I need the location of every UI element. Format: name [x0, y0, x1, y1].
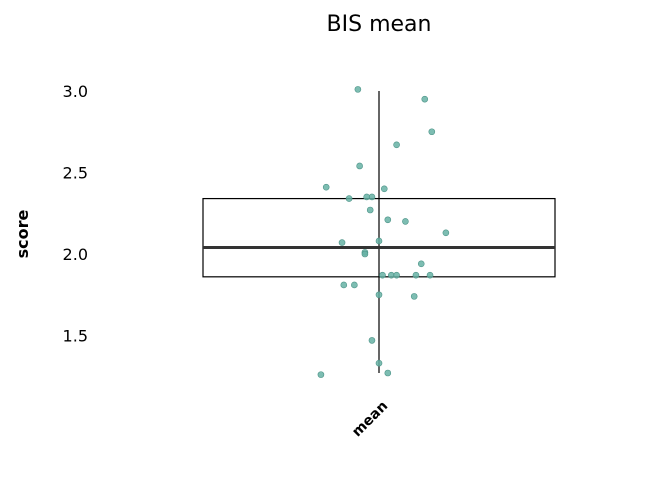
x-category-label: mean	[349, 398, 391, 440]
data-point	[361, 250, 369, 258]
data-point	[412, 271, 420, 279]
y-tick-label: 3.0	[63, 82, 88, 101]
data-point	[366, 206, 374, 214]
box-rect	[202, 197, 556, 278]
data-point	[351, 281, 358, 289]
data-point	[380, 185, 388, 193]
data-point	[410, 293, 418, 300]
data-point	[402, 218, 409, 225]
y-tick-label: 1.5	[63, 327, 88, 346]
y-axis-tick-labels: 1.5 2.0 2.5 3.0	[63, 82, 88, 346]
y-axis-title: score	[13, 209, 32, 258]
data-point	[428, 128, 436, 136]
data-point	[322, 183, 330, 191]
data-point	[379, 271, 386, 279]
data-point	[417, 260, 425, 268]
data-point	[393, 141, 400, 149]
y-tick-label: 2.5	[63, 164, 88, 183]
data-point	[338, 239, 346, 246]
x-axis-category-labels: mean	[349, 398, 391, 440]
data-point	[421, 95, 429, 103]
data-point	[356, 162, 363, 170]
box	[202, 197, 556, 278]
data-point	[384, 216, 392, 224]
jitter-points	[317, 86, 450, 378]
data-point	[375, 359, 383, 367]
data-point	[363, 193, 370, 201]
data-point	[368, 337, 376, 344]
chart-title: BIS mean	[327, 12, 432, 37]
data-point	[317, 371, 325, 378]
data-point	[442, 229, 450, 237]
data-point	[426, 271, 434, 279]
data-point	[393, 271, 400, 279]
data-point	[345, 195, 353, 202]
data-point	[354, 86, 362, 93]
data-point	[340, 281, 348, 289]
data-point	[375, 237, 383, 245]
data-point	[384, 369, 392, 377]
y-tick-label: 2.0	[63, 245, 88, 264]
data-point	[375, 291, 383, 299]
